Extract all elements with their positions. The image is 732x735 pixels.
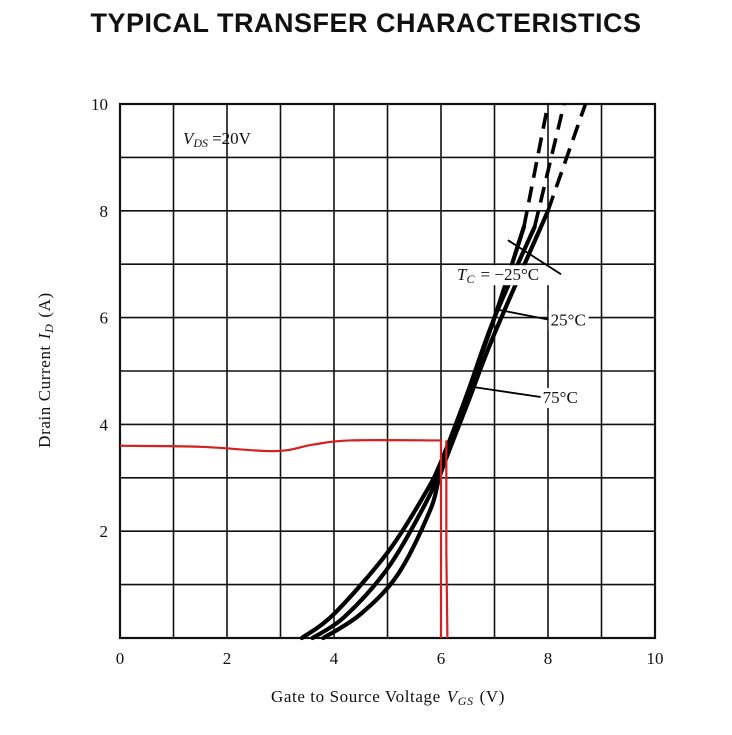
series-annotation-label: TC = −25°C xyxy=(457,265,539,286)
annotation-leader xyxy=(497,308,549,321)
y-tick-label: 6 xyxy=(100,309,109,328)
markup-horizontal xyxy=(119,439,442,453)
series-annotation-label: 75°C xyxy=(543,388,578,407)
plot-frame xyxy=(118,102,657,640)
annotation-bg xyxy=(548,310,589,331)
y-axis-label: Drain CurrentID(A) xyxy=(35,292,56,448)
markup-vertical-2 xyxy=(445,440,449,639)
x-tick-label: 6 xyxy=(437,649,446,668)
x-tick-label: 0 xyxy=(116,649,125,668)
series-line-dashed xyxy=(522,103,550,228)
y-tick-label: 2 xyxy=(100,522,109,541)
page-title: TYPICAL TRANSFER CHARACTERISTICS xyxy=(90,8,642,38)
series-line-dashed xyxy=(546,103,588,212)
series-line-solid xyxy=(299,224,527,641)
annotation-bg xyxy=(455,265,568,286)
series-line-solid xyxy=(321,208,551,641)
tick-labels: 0 2 4 6 8 10 2 4 6 8 10 xyxy=(91,95,664,668)
grid xyxy=(120,104,655,638)
annotation-bg xyxy=(540,388,581,409)
x-tick-label: 8 xyxy=(544,649,553,668)
condition-label: VDS =20V xyxy=(183,129,252,150)
y-tick-label: 8 xyxy=(100,202,109,221)
x-tick-label: 2 xyxy=(223,649,232,668)
x-axis-label: Gate to Source Voltage VGS (V) xyxy=(271,687,505,708)
red-markup xyxy=(119,439,449,639)
annotation-leader xyxy=(472,386,541,398)
series-curves xyxy=(299,103,588,641)
y-tick-label: 10 xyxy=(91,95,108,114)
x-tick-label: 4 xyxy=(330,649,339,668)
annotations: TC = −25°C 25°C 75°C xyxy=(455,239,589,409)
series-annotation-label: 25°C xyxy=(551,311,586,330)
y-tick-label: 4 xyxy=(100,415,109,434)
x-tick-label: 10 xyxy=(647,649,664,668)
series-line-solid xyxy=(310,224,537,641)
series-line-dashed xyxy=(532,103,566,228)
annotation-leader xyxy=(507,239,562,275)
